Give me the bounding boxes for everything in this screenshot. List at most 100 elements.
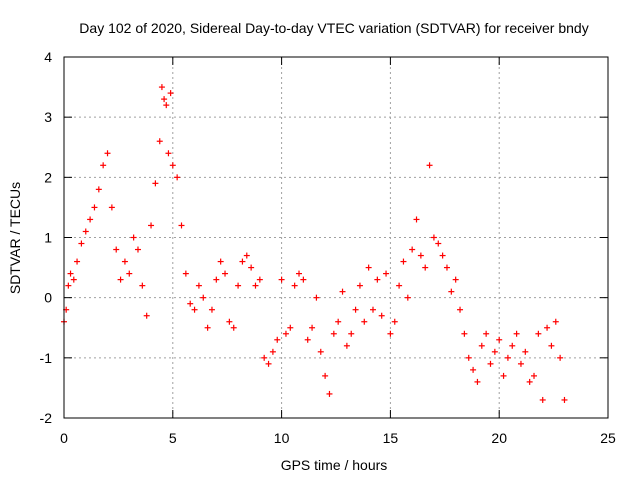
data-point bbox=[161, 96, 168, 103]
data-point bbox=[70, 276, 77, 283]
data-point bbox=[134, 246, 141, 253]
data-point bbox=[163, 102, 170, 109]
x-tick-label: 25 bbox=[600, 430, 616, 446]
data-point bbox=[200, 294, 207, 301]
data-point bbox=[330, 330, 337, 337]
data-point bbox=[226, 318, 233, 325]
data-point bbox=[539, 396, 546, 403]
data-point bbox=[369, 306, 376, 313]
data-point bbox=[348, 330, 355, 337]
data-point bbox=[217, 258, 224, 265]
data-point bbox=[448, 288, 455, 295]
data-point bbox=[304, 336, 311, 343]
data-point bbox=[148, 222, 155, 229]
y-tick-label: 1 bbox=[44, 230, 52, 246]
data-point bbox=[78, 240, 85, 247]
data-point bbox=[158, 84, 165, 91]
data-point bbox=[130, 234, 137, 241]
data-point bbox=[391, 318, 398, 325]
data-point bbox=[513, 330, 520, 337]
data-point bbox=[108, 204, 115, 211]
grid bbox=[64, 57, 608, 418]
data-point bbox=[248, 264, 255, 271]
y-tick-label: -2 bbox=[40, 410, 53, 426]
data-point bbox=[500, 372, 507, 379]
data-point bbox=[265, 360, 272, 367]
data-point bbox=[478, 342, 485, 349]
data-point bbox=[282, 330, 289, 337]
data-point bbox=[470, 366, 477, 373]
data-point bbox=[396, 282, 403, 289]
data-point bbox=[544, 324, 551, 331]
data-point bbox=[535, 330, 542, 337]
data-point bbox=[269, 348, 276, 355]
data-point bbox=[443, 264, 450, 271]
data-point bbox=[287, 324, 294, 331]
data-point bbox=[374, 276, 381, 283]
data-point bbox=[461, 330, 468, 337]
data-point bbox=[526, 378, 533, 385]
data-point bbox=[491, 348, 498, 355]
data-point bbox=[435, 240, 442, 247]
data-point bbox=[430, 234, 437, 241]
data-point bbox=[126, 270, 133, 277]
data-point bbox=[104, 150, 111, 157]
data-point bbox=[509, 342, 516, 349]
data-point bbox=[187, 300, 194, 307]
data-point bbox=[557, 354, 564, 361]
data-point bbox=[113, 246, 120, 253]
chart-title: Day 102 of 2020, Sidereal Day-to-day VTE… bbox=[79, 20, 588, 36]
data-point bbox=[517, 360, 524, 367]
data-point bbox=[313, 294, 320, 301]
data-point bbox=[191, 306, 198, 313]
data-point bbox=[417, 252, 424, 259]
data-point bbox=[261, 354, 268, 361]
data-point bbox=[426, 162, 433, 169]
axis-ticks: 0 5 10 15 20 25 -2 -1 0 1 2 3 4 bbox=[40, 49, 616, 446]
data-point bbox=[291, 282, 298, 289]
data-point bbox=[300, 276, 307, 283]
data-point bbox=[378, 312, 385, 319]
data-point bbox=[522, 348, 529, 355]
data-point bbox=[117, 276, 124, 283]
data-point bbox=[365, 264, 372, 271]
data-point bbox=[504, 354, 511, 361]
data-point bbox=[230, 324, 237, 331]
data-point bbox=[317, 348, 324, 355]
data-point bbox=[256, 276, 263, 283]
data-point bbox=[139, 282, 146, 289]
data-point bbox=[309, 324, 316, 331]
data-point bbox=[67, 270, 74, 277]
y-tick-label: 2 bbox=[44, 169, 52, 185]
data-point bbox=[326, 390, 333, 397]
data-point bbox=[222, 270, 229, 277]
data-point bbox=[91, 204, 98, 211]
data-point bbox=[552, 318, 559, 325]
data-point bbox=[548, 342, 555, 349]
y-tick-label: 3 bbox=[44, 109, 52, 125]
x-tick-label: 20 bbox=[491, 430, 507, 446]
data-point bbox=[100, 162, 107, 169]
data-point bbox=[296, 270, 303, 277]
data-point bbox=[182, 270, 189, 277]
data-point bbox=[143, 312, 150, 319]
data-point bbox=[74, 258, 81, 265]
y-tick-label: 0 bbox=[44, 290, 52, 306]
data-point bbox=[208, 306, 215, 313]
x-tick-label: 15 bbox=[383, 430, 399, 446]
data-point bbox=[121, 258, 128, 265]
data-point bbox=[178, 222, 185, 229]
data-point bbox=[409, 246, 416, 253]
data-point bbox=[465, 354, 472, 361]
data-point bbox=[274, 336, 281, 343]
data-point bbox=[339, 288, 346, 295]
data-point bbox=[322, 372, 329, 379]
data-point bbox=[204, 324, 211, 331]
data-point bbox=[487, 360, 494, 367]
data-point bbox=[383, 270, 390, 277]
data-point bbox=[452, 276, 459, 283]
y-tick-label: 4 bbox=[44, 49, 52, 65]
data-point bbox=[531, 372, 538, 379]
data-point bbox=[343, 342, 350, 349]
